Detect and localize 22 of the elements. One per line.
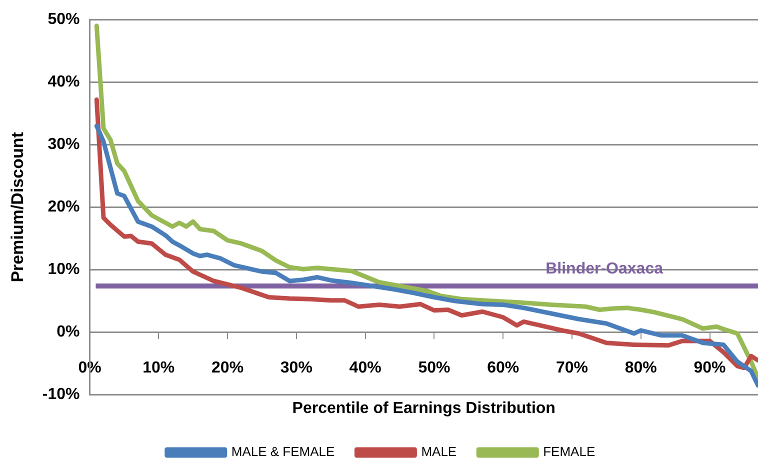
x-tick-label: 40%	[349, 359, 382, 376]
y-tick-label: 30%	[48, 136, 80, 154]
y-tick-label: -10%	[42, 386, 80, 404]
x-tick-label: 70%	[556, 359, 588, 376]
legend-label: MALE	[421, 444, 457, 460]
x-axis-title: Percentile of Earnings Distribution	[292, 400, 556, 417]
legend-label: FEMALE	[543, 444, 596, 460]
y-tick-label: 20%	[48, 198, 80, 216]
x-tick-label: 20%	[212, 359, 244, 376]
y-tick-label: 10%	[48, 261, 80, 278]
x-tick-label: 90%	[694, 359, 726, 376]
y-tick-label: 0%	[56, 324, 80, 341]
x-tick-label: 50%	[418, 359, 450, 376]
legend-label: MALE & FEMALE	[231, 444, 336, 460]
y-axis-title: Premium/Discount	[8, 132, 27, 282]
x-tick-label: 60%	[487, 359, 520, 376]
x-tick-label: 10%	[142, 359, 175, 376]
y-tick-label: 40%	[48, 74, 80, 91]
x-tick-label: 80%	[624, 359, 657, 376]
x-tick-label: 0%	[78, 359, 102, 376]
x-tick-label: 30%	[280, 359, 312, 376]
y-tick-label: 50%	[48, 11, 80, 28]
